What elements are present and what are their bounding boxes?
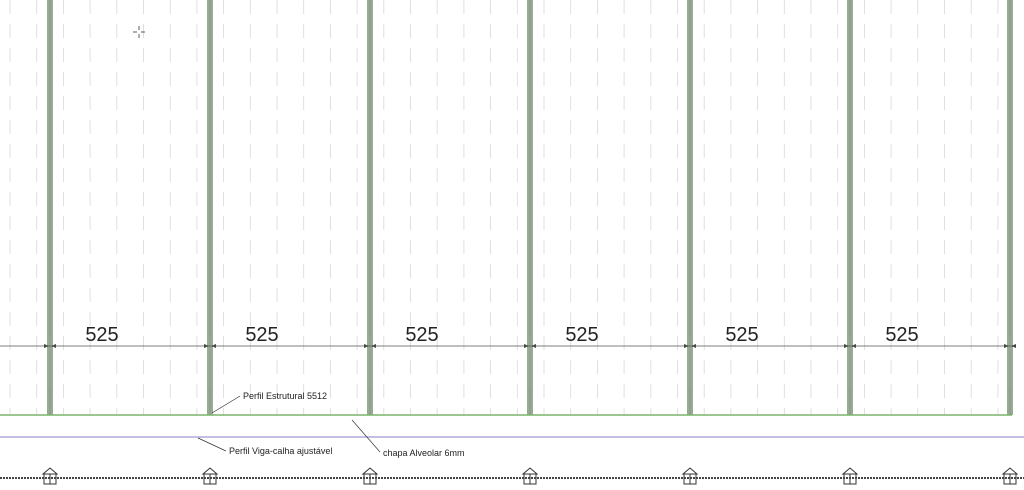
- annotation: Perfil Viga-calha ajustável: [229, 446, 332, 456]
- leader: [211, 395, 241, 414]
- support: [1001, 467, 1019, 485]
- dimension-label: 525: [245, 324, 278, 346]
- support-icon: [201, 467, 219, 485]
- cursor: [133, 26, 145, 38]
- support: [201, 467, 219, 485]
- support-icon: [681, 467, 699, 485]
- annotation: chapa Alveolar 6mm: [383, 448, 465, 458]
- annotation: Perfil Estrutural 5512: [243, 391, 327, 401]
- support: [681, 467, 699, 485]
- support-icon: [361, 467, 379, 485]
- dimension-label: 525: [725, 324, 758, 346]
- dimension-label: 525: [85, 324, 118, 346]
- dimension-label: 525: [405, 324, 438, 346]
- leader: [197, 437, 227, 452]
- leader: [351, 419, 381, 453]
- support: [361, 467, 379, 485]
- dimension-label: 525: [885, 324, 918, 346]
- support-icon: [1001, 467, 1019, 485]
- dimension-label: 525: [565, 324, 598, 346]
